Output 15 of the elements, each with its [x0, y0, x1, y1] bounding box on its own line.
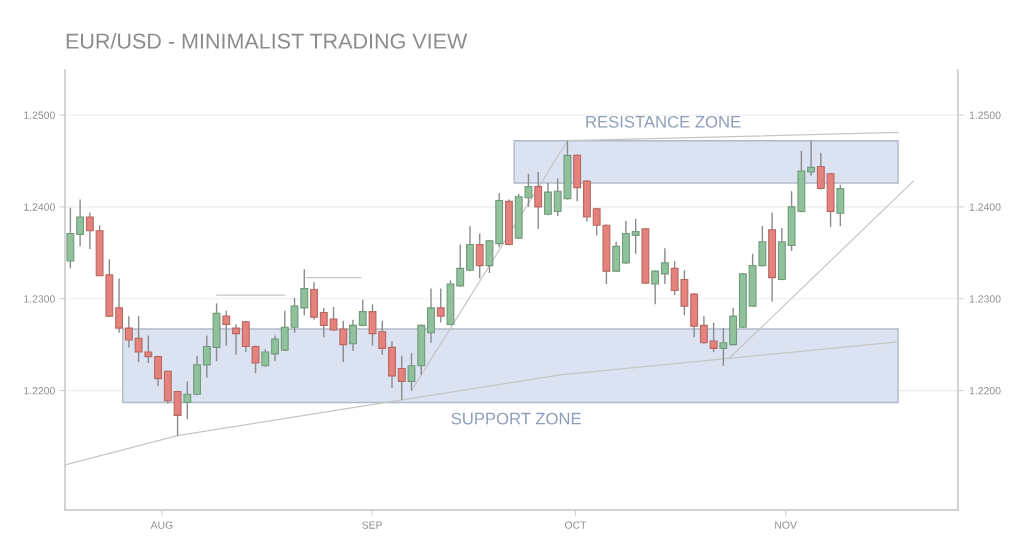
- annotation: RESISTANCE ZONE: [586, 115, 741, 128]
- y-tick-label: 1.2400: [24, 203, 55, 211]
- y-tick-label: 1.2500: [24, 111, 55, 119]
- y2-tick-label: 1.2300: [969, 295, 1001, 303]
- annotation: SUPPORT ZONE: [451, 412, 581, 425]
- y2-tick-label: 1.2200: [969, 387, 1001, 395]
- y2-tick-label: 1.2500: [969, 111, 1001, 119]
- x-tick-label: AUG: [150, 521, 173, 529]
- x-tick-label: OCT: [564, 521, 587, 529]
- chart-title: EUR/USD - MINIMALIST TRADING VIEW: [66, 32, 468, 49]
- y-tick-label: 1.2200: [24, 387, 55, 395]
- y2-tick-label: 1.2400: [969, 203, 1001, 211]
- x-tick-label: NOV: [775, 521, 797, 529]
- x-tick-label: SEP: [362, 521, 382, 529]
- y-tick-label: 1.2300: [24, 295, 55, 303]
